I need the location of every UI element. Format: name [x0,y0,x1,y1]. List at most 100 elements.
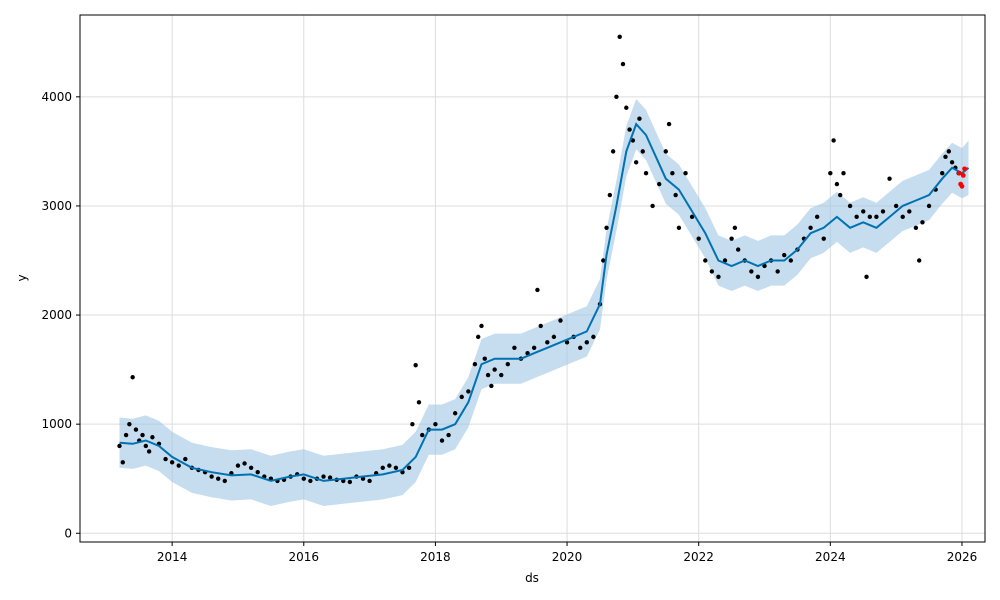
x-tick-label: 2016 [289,550,320,564]
observed-point [387,463,392,468]
observed-point [143,443,149,449]
x-tick-label: 2024 [815,550,846,564]
observed-point [564,340,570,345]
observed-point [650,203,655,209]
observed-point [633,160,639,165]
observed-point [551,334,557,340]
observed-point [880,209,886,214]
forecast-line [119,122,970,482]
observed-point [614,94,619,100]
observed-point [146,449,152,454]
observed-point [242,461,247,466]
observed-point [476,334,481,340]
observed-point [907,209,912,214]
observed-point [838,192,843,198]
x-tick-label: 2014 [157,550,188,564]
observed-point [347,479,353,485]
observed-point [117,443,122,449]
observed-point [367,478,372,484]
observed-point [920,220,925,225]
observed-point [696,236,701,241]
observed-point [762,263,767,269]
observed-point [163,456,168,462]
observed-point [479,323,484,329]
x-tick-label: 2026 [947,550,978,564]
observed-point [735,247,741,252]
observed-point [663,149,668,154]
observed-point [591,334,596,340]
observed-point [814,214,820,220]
observed-points [117,34,961,485]
y-tick-label: 0 [64,526,72,540]
observed-point [439,438,445,443]
observed-point [847,203,853,209]
observed-point [301,476,306,481]
observed-point [446,432,451,438]
observed-point [607,192,613,198]
observed-point [176,463,181,468]
observed-point [525,351,530,356]
observed-point [788,258,794,263]
observed-point [512,345,517,350]
observed-point [150,435,155,440]
x-axis-label: ds [525,571,539,585]
observed-point [926,203,932,209]
observed-point [643,171,649,176]
observed-point [755,274,761,280]
observed-point [729,236,734,241]
observed-point [841,171,846,176]
observed-point [630,138,636,143]
observed-point [946,149,951,154]
observed-point [874,214,879,220]
uncertainty-interval [119,99,969,506]
observed-point [127,421,132,427]
observed-point [248,465,254,471]
observed-point [670,171,675,176]
observed-point [749,269,754,274]
y-axis-label: y [15,274,29,281]
y-tick-label: 3000 [41,199,72,213]
observed-point [821,236,826,241]
observed-point [235,463,241,468]
observed-point [120,460,125,465]
plot-frame [79,14,986,543]
observed-point [327,475,333,480]
observed-point [620,61,626,67]
observed-point [433,421,438,427]
observed-point [689,214,695,220]
observed-point [584,340,589,345]
observed-point [216,476,221,481]
observed-point [601,258,606,263]
observed-point [183,456,188,462]
observed-point [416,400,422,405]
observed-point [610,149,616,154]
observed-point [255,469,260,475]
observed-point [140,432,145,438]
observed-point [123,432,129,438]
observed-point [861,209,866,214]
observed-point [321,474,326,479]
observed-point [130,375,135,380]
observed-point [531,345,537,350]
observed-point [538,323,543,329]
observed-point [834,181,840,187]
observed-point [640,149,645,154]
observed-point [943,154,948,160]
observed-point [867,214,873,220]
recent-point [959,183,965,189]
observed-point [169,460,175,465]
observed-point [673,192,678,198]
observed-point [732,225,738,230]
observed-point [782,252,787,258]
observed-point [413,363,418,368]
observed-point [604,225,609,230]
observed-point [452,411,458,416]
y-axis-ticks: 0 1000 2000 3000 4000 [41,90,80,540]
observed-point [775,269,780,274]
observed-point [558,318,563,323]
observed-point [916,258,922,263]
recent-point [962,166,967,172]
observed-point [393,465,399,471]
y-tick-label: 1000 [41,417,72,431]
